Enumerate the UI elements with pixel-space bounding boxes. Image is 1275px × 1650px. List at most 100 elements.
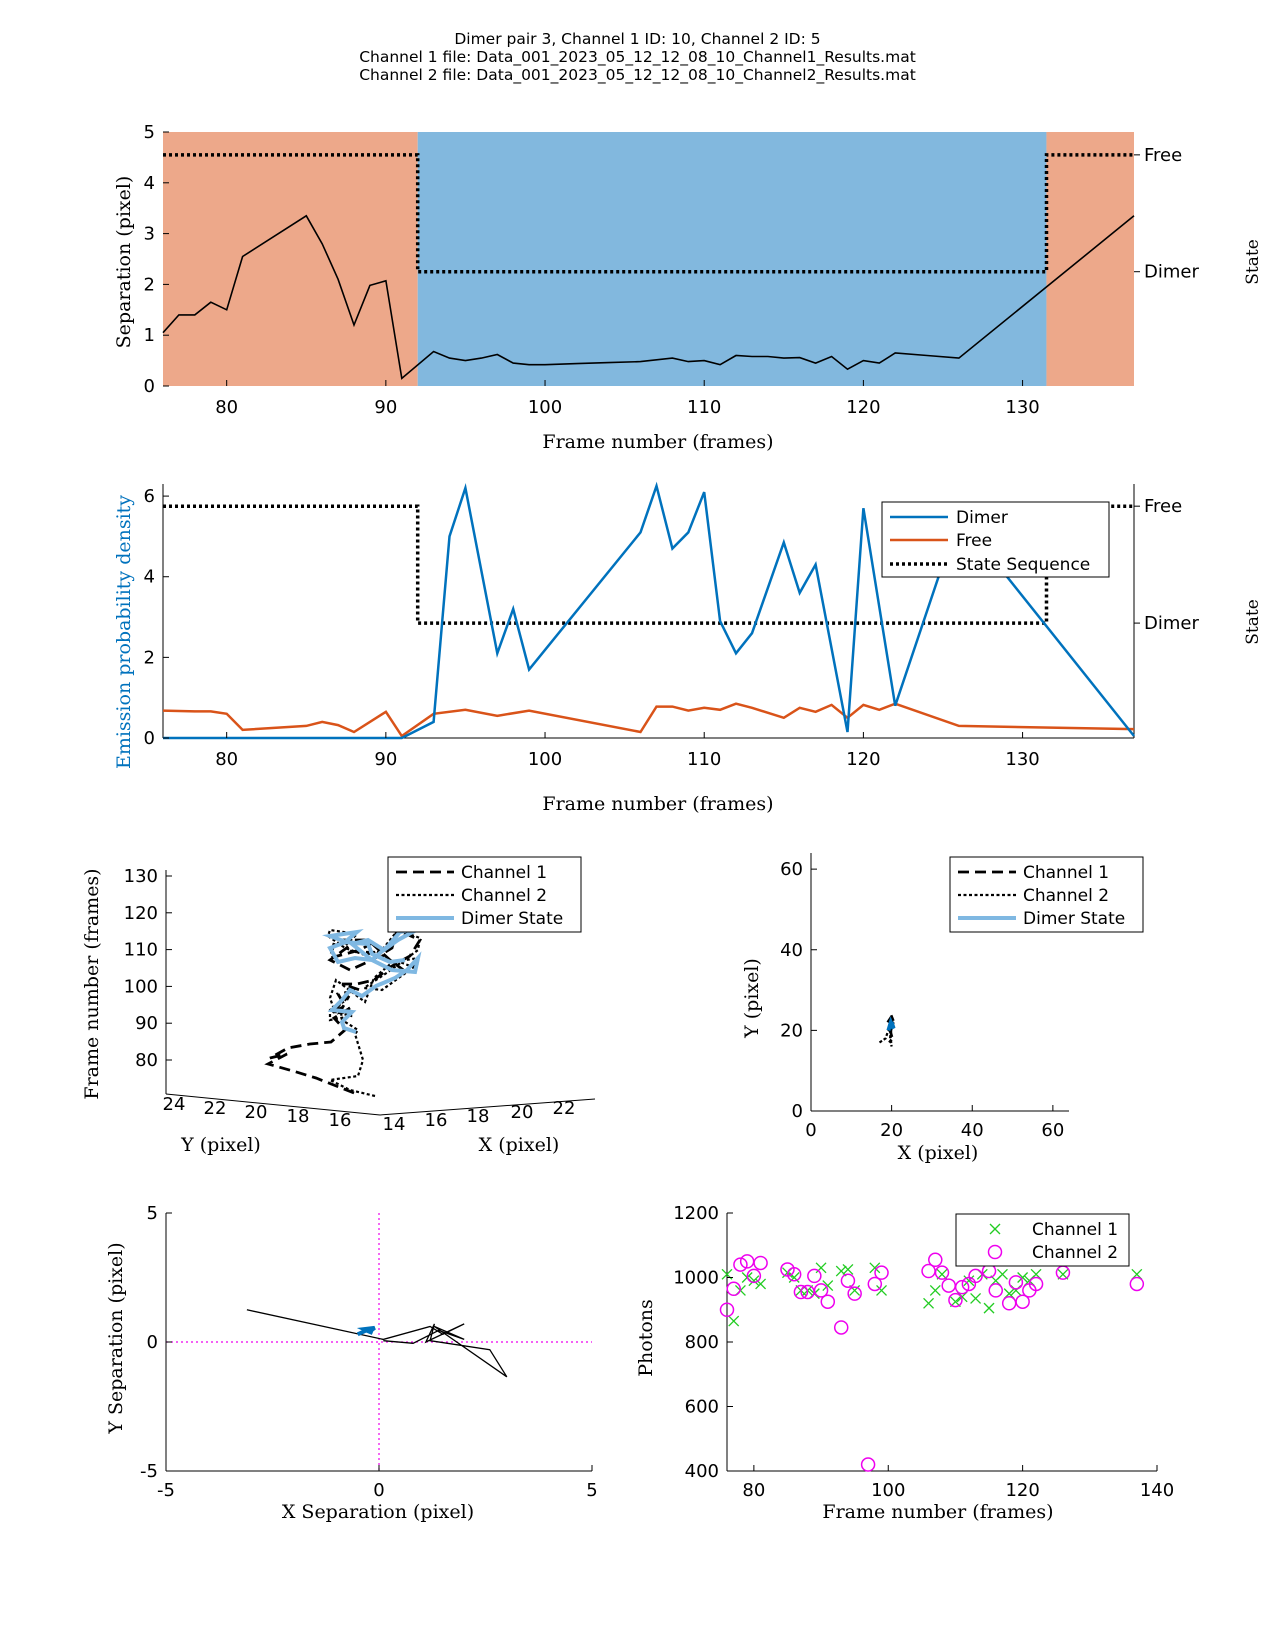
channel-2-point	[1001, 1296, 1017, 1311]
channel-2-point	[813, 1283, 829, 1298]
channel-2-point	[874, 1265, 889, 1280]
channel-1-point	[983, 1302, 995, 1314]
channel-1-marker-stroke	[721, 1268, 733, 1280]
xy-panel: 0 20 40 60 0 20 40 60 X (pixel) Y (pixel) Chann…	[741, 853, 1144, 1164]
legend-label-channel-2: Channel 2	[461, 886, 547, 906]
channel-1-marker-stroke	[849, 1284, 861, 1296]
channel-1-point	[997, 1268, 1008, 1280]
channel-2-point	[1015, 1294, 1030, 1309]
y-tick-label: -5	[140, 1461, 158, 1482]
channel-2-point	[786, 1267, 802, 1282]
x-tick-label: 14	[383, 1114, 406, 1135]
channel-2-point	[948, 1292, 963, 1308]
state-tick-label: Free	[1144, 496, 1182, 517]
legend: Channel 1 Channel 2 Dimer State	[387, 856, 582, 933]
legend-marker-channel-2	[987, 1244, 1003, 1260]
tick-labels: 80 90 100 110 120 130 0 1 2 3 4 5 Free Dimer	[144, 122, 1200, 418]
state-tick-label: Free	[1144, 145, 1182, 166]
channel-2-point	[1129, 1276, 1145, 1292]
channel-1-point	[923, 1297, 935, 1309]
x-tick-label: 130	[1005, 749, 1039, 770]
legend: Channel 1 Channel 2 Dimer State	[949, 856, 1144, 933]
y-tick-label: 0	[147, 1332, 158, 1353]
x-tick-label: 80	[742, 1480, 765, 1501]
y-tick-label: 2	[144, 647, 155, 668]
y-axis-label: Y (pixel)	[741, 958, 763, 1039]
channel-1-marker-stroke	[835, 1265, 847, 1277]
state-region-dimer	[417, 132, 1047, 386]
channel-2-point	[840, 1273, 856, 1288]
x-tick-label: 110	[687, 397, 721, 418]
state-axis-label: State	[1243, 239, 1263, 285]
y-tick-label: 5	[144, 122, 155, 143]
x-axis-label: Frame number (frames)	[542, 793, 773, 815]
tick-labels: 80 90 100 110 120 130 24 22 20 18 16 14 16 18 20 22	[124, 866, 576, 1135]
channel-2-point	[860, 1457, 876, 1472]
y-tick-label: 3	[144, 224, 155, 245]
x-tick-label: 110	[687, 749, 721, 770]
channel-1-point	[929, 1284, 941, 1296]
y-tick-label: 0	[144, 728, 155, 749]
free-series-line	[162, 702, 1135, 738]
legend-label-channel-2: Channel 2	[1023, 886, 1109, 906]
channel-1-point	[842, 1263, 854, 1275]
y-tick-label: 600	[685, 1397, 719, 1418]
trajectory-3d-plot	[264, 926, 423, 1098]
title-line-3: Channel 2 file: Data_001_2023_05_12_12_0…	[359, 66, 916, 84]
y-axis-label: Y (pixel)	[180, 1134, 261, 1156]
tick-labels: 80 100 120 140 400 600 800 1000 1200	[673, 1203, 1174, 1501]
channel-1-marker-stroke	[983, 1302, 995, 1314]
channel-2-point	[807, 1268, 822, 1284]
z-tick-label: 80	[135, 1050, 158, 1071]
channel-2-point	[833, 1320, 849, 1335]
x-tick-label: 120	[846, 397, 880, 418]
legend: Dimer Free State Sequence	[881, 501, 1110, 578]
tick-labels: -5 0 5 -5 0 5	[140, 1203, 598, 1501]
y-tick-label: 16	[329, 1110, 352, 1131]
channel-1-marker-stroke	[1017, 1272, 1029, 1283]
legend-label-channel-1: Channel 1	[1032, 1220, 1118, 1240]
x-tick-label: 60	[1041, 1120, 1064, 1141]
legend-label-free: Free	[956, 531, 992, 551]
channel-2-point	[928, 1252, 943, 1268]
tick-labels: 0 20 40 60 0 20 40 60	[780, 859, 1064, 1141]
x-tick-label: 5	[586, 1480, 597, 1501]
state-tick-label: Dimer	[1144, 262, 1199, 283]
z-tick-label: 120	[124, 903, 158, 924]
channel-2-point	[867, 1276, 883, 1292]
state-sequence-line	[163, 504, 1134, 625]
z-axis-label: Frame number (frames)	[81, 868, 103, 1099]
channel-1-marker-stroke	[929, 1284, 941, 1296]
tick-labels: 80 90 100 110 120 130 0 2 4 6 Free Dimer	[144, 486, 1200, 770]
separation-path	[246, 1309, 508, 1378]
channel-1-marker-stroke	[755, 1278, 767, 1290]
photons-panel: 80 100 120 140 400 600 800 1000 1200 Frame numbe…	[635, 1203, 1174, 1523]
z-tick-label: 90	[135, 1013, 158, 1034]
channel-2-point	[753, 1255, 768, 1271]
channel-2-point	[793, 1284, 809, 1300]
channel-1-marker-stroke	[788, 1272, 800, 1283]
channel-1-point	[876, 1284, 887, 1296]
legend-label-state: State Sequence	[956, 555, 1090, 575]
z-tick-label: 100	[124, 976, 158, 997]
x-tick-label: 120	[846, 749, 880, 770]
state-background	[163, 132, 1134, 386]
x-axis-label: X (pixel)	[479, 1134, 560, 1156]
z-tick-label: 130	[124, 866, 158, 887]
separation-plot	[162, 153, 1135, 380]
axes-frame	[165, 870, 596, 1116]
channel-1-marker-stroke	[970, 1293, 982, 1304]
dimer-series-line	[163, 481, 1135, 740]
axes-frame	[810, 853, 1069, 1112]
channel-1-marker-stroke	[997, 1268, 1008, 1280]
channel-2-point	[968, 1268, 983, 1284]
state-region-free	[163, 132, 418, 386]
emission-panel: 80 90 100 110 120 130 0 2 4 6 Free Dimer Frame numb…	[113, 481, 1263, 815]
dimer-state-path	[886, 1016, 896, 1031]
channel-2-point	[746, 1268, 762, 1284]
y-tick-label: 20	[245, 1102, 268, 1123]
y-tick-label: 1200	[673, 1203, 719, 1224]
y-axis-label: Photons	[635, 1299, 657, 1377]
channel-1-marker-stroke	[923, 1297, 935, 1309]
y-tick-label: 24	[163, 1094, 186, 1115]
